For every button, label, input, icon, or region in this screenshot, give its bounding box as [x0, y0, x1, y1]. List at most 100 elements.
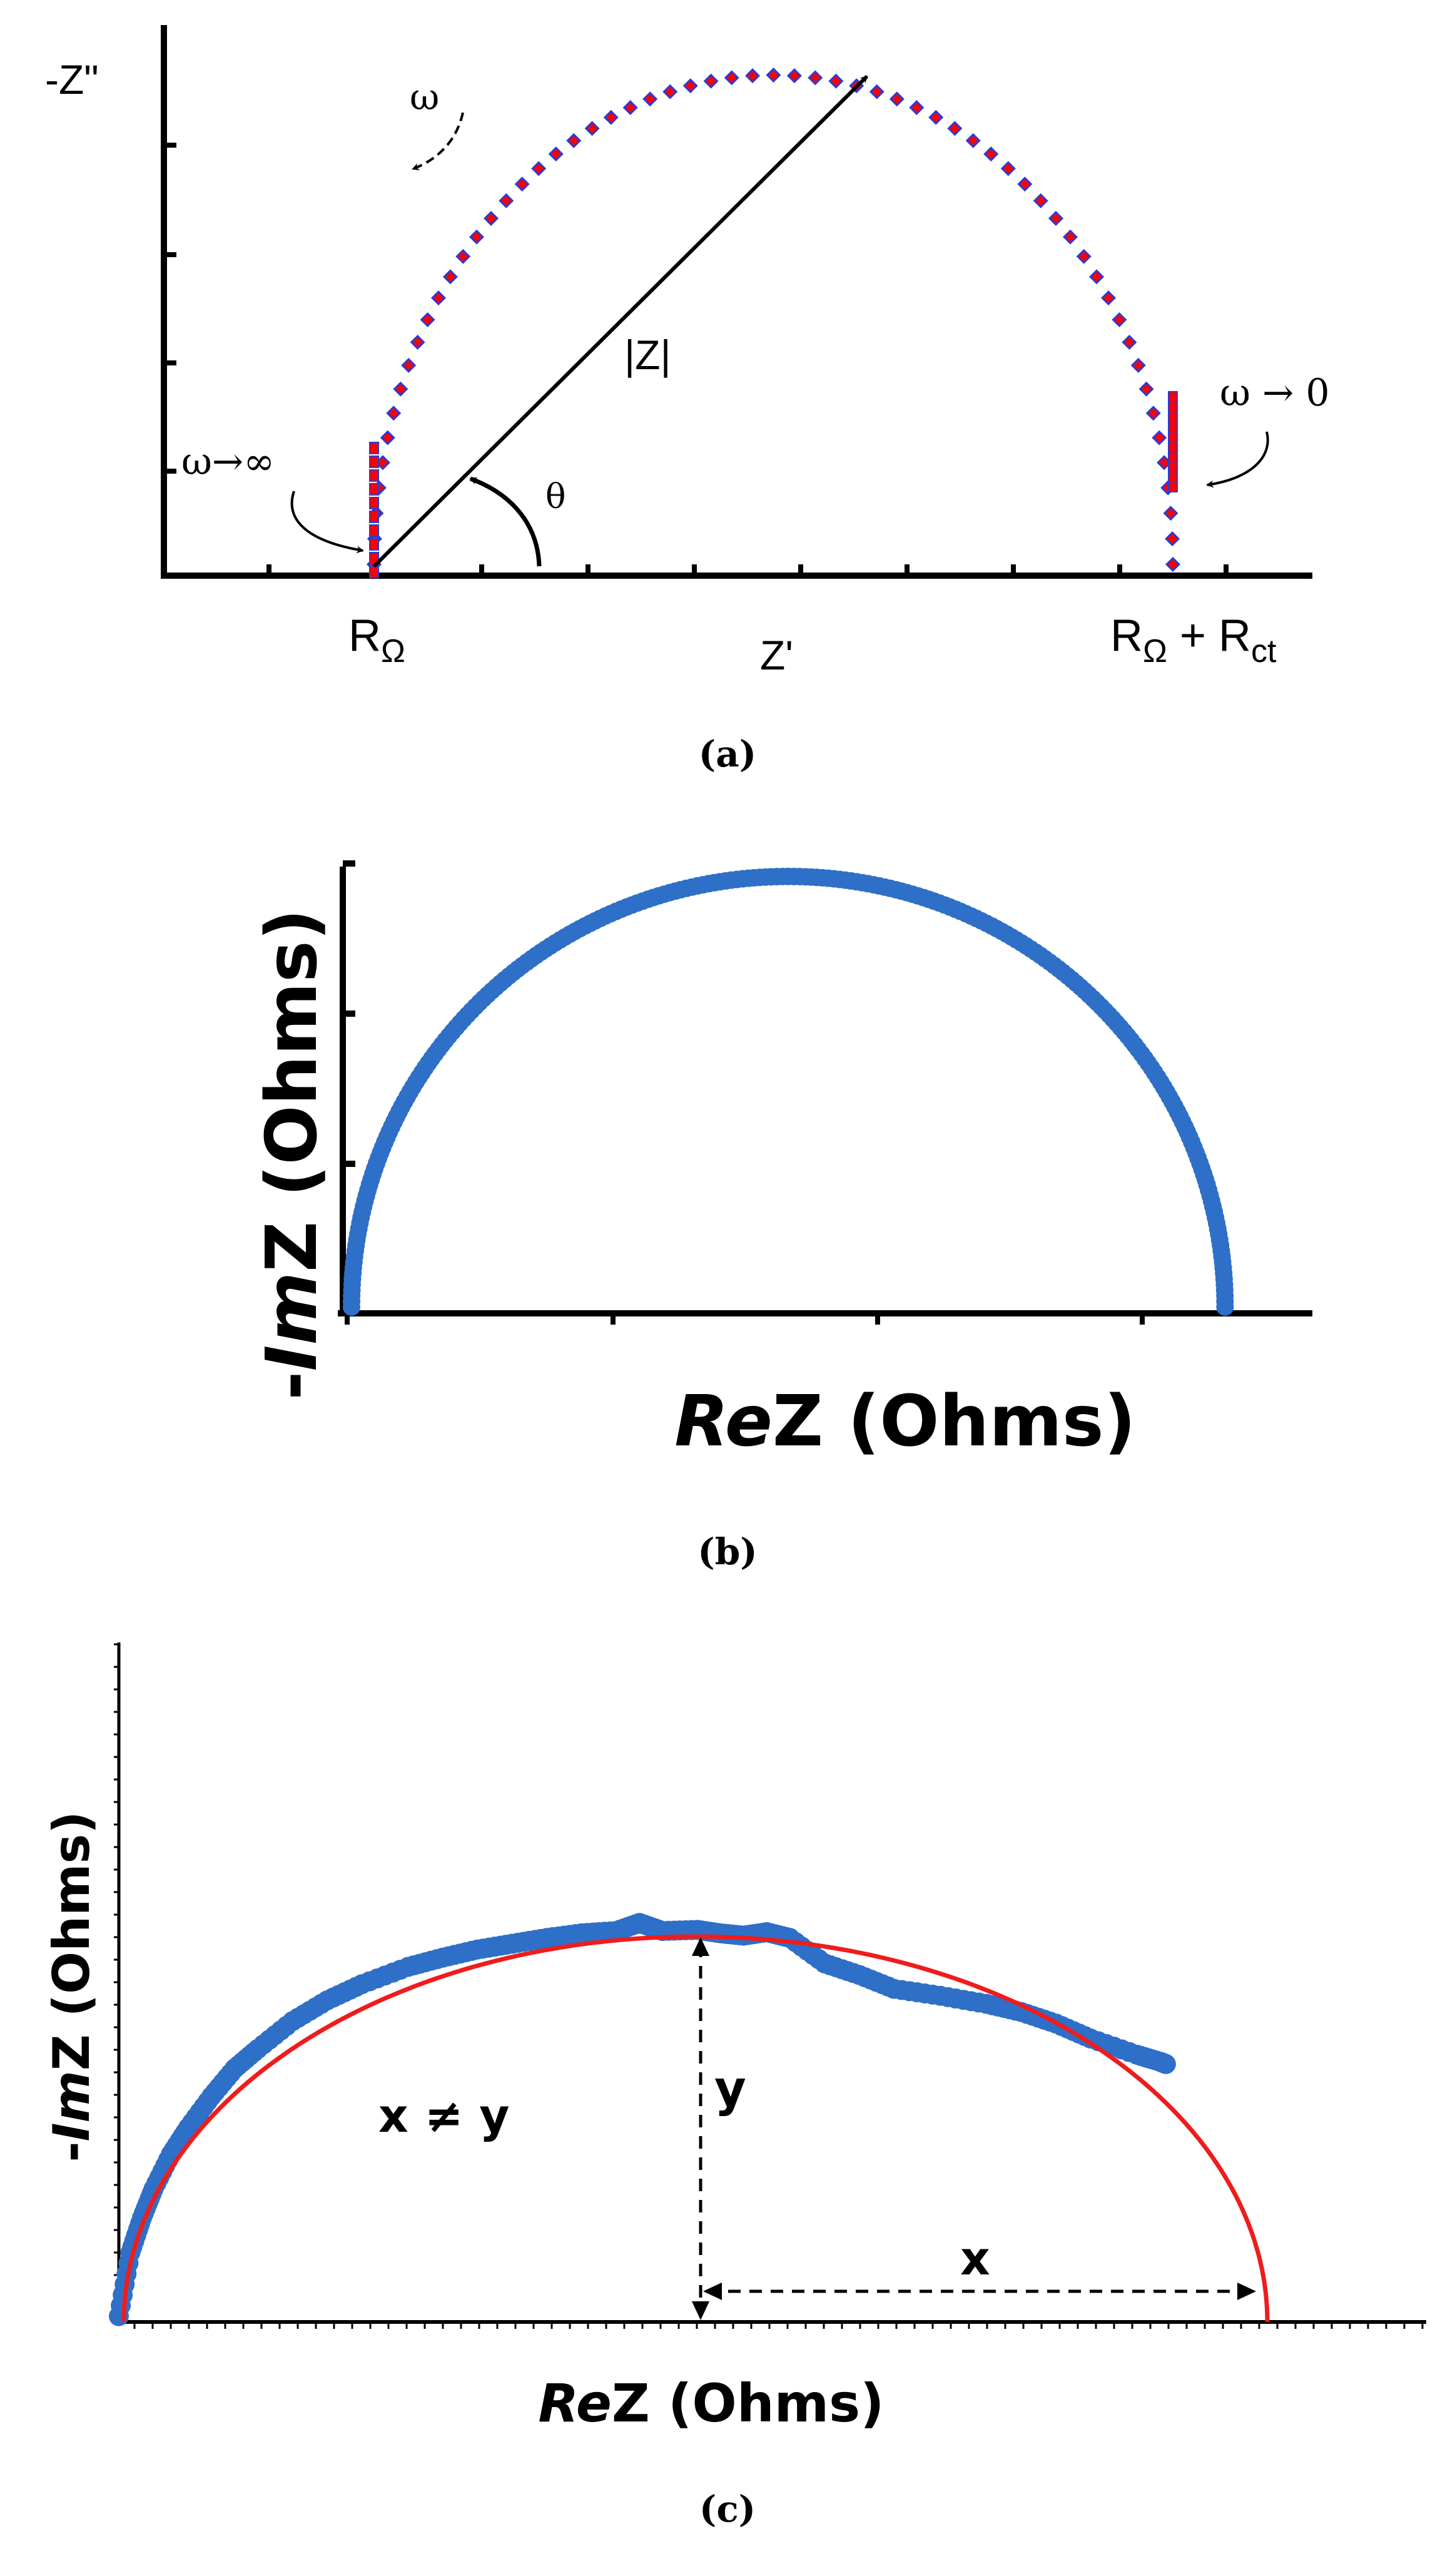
panel-a-point	[828, 73, 844, 89]
panel-a-point	[410, 334, 425, 350]
panel-a-point	[420, 312, 435, 328]
panel-a-point	[1163, 506, 1179, 521]
panel-a-point	[662, 84, 678, 99]
panel-a-point	[928, 109, 944, 125]
panel-b-x-label: ReZ (Ohms)	[674, 1381, 1136, 1462]
panel-a-point	[1168, 411, 1178, 422]
panel-a-point	[703, 73, 719, 89]
panel-a-y-ticks	[164, 143, 176, 474]
panel-a-point	[1076, 248, 1092, 264]
panel-a-point	[430, 290, 447, 306]
panel-a-point	[1089, 269, 1105, 285]
panel-a-point	[1033, 193, 1048, 208]
panel-a-theta-label: θ	[545, 477, 566, 516]
panel-a-point	[566, 133, 582, 148]
panel-a-point	[369, 524, 379, 537]
panel-a-r-omega-label: RΩ	[348, 611, 405, 669]
panel-a-omega-infinity-label: ω→∞	[181, 440, 275, 484]
panel-a-point	[401, 357, 417, 373]
panel-a-point	[983, 146, 999, 162]
panel-a-point	[386, 405, 402, 421]
panel-a-point	[1168, 481, 1178, 492]
panel-a-point	[1157, 455, 1172, 471]
panel-a-caption: (a)	[699, 733, 756, 775]
panel-a-theta-arc	[469, 476, 542, 567]
panel-a-point	[1168, 391, 1178, 402]
panel-a-point	[531, 161, 547, 176]
panel-a-point	[1100, 290, 1117, 306]
panel-a-point	[442, 269, 458, 285]
panel-a-y-label: -Z"	[45, 56, 99, 103]
panel-a-point	[1000, 161, 1016, 176]
panel-a-point	[380, 430, 395, 445]
panel-a-point	[642, 91, 658, 107]
panel-c-caption: (c)	[699, 2488, 756, 2530]
panel-a-point	[947, 121, 963, 136]
panel-a-nyquist-schematic: -Z" Z' RΩ RΩ + Rct |Z| θ ω ω→∞ ω → 0 (a)	[45, 25, 1330, 775]
panel-a-point	[369, 456, 379, 468]
panel-a-point	[786, 68, 802, 84]
panel-a-modulus-label: |Z|	[624, 332, 671, 378]
panel-c-inequality-label: x ≠ y	[378, 2089, 510, 2143]
panel-a-r-omega-plus-rct-label: RΩ + Rct	[1110, 611, 1277, 669]
panel-a-point	[1168, 431, 1178, 442]
panel-c-x-label: ReZ (Ohms)	[538, 2373, 884, 2434]
panel-c-x-dimension-arrowhead-left	[703, 2283, 722, 2300]
panel-c-point	[1155, 2054, 1176, 2074]
panel-a-point	[514, 176, 530, 192]
panel-c-y-label: -ImZ (Ohms)	[43, 1811, 101, 2162]
panel-a-point	[1122, 334, 1137, 350]
panel-a-point	[766, 67, 781, 83]
panel-a-point	[909, 99, 925, 115]
panel-a-point	[1165, 531, 1180, 547]
panel-c-x-dimension-arrowhead-right	[1237, 2283, 1256, 2300]
panel-b-caption: (b)	[697, 1530, 757, 1573]
panel-a-point	[375, 455, 390, 471]
panel-a-omega-zero-label: ω → 0	[1220, 371, 1330, 415]
panel-b-point	[1216, 1298, 1234, 1316]
panel-a-point	[369, 469, 379, 482]
panel-a-point	[369, 442, 379, 454]
panel-a-omega-direction-arrow	[412, 112, 464, 171]
panel-a-point	[548, 146, 564, 162]
panel-a-omega-zero-arrow	[1206, 431, 1269, 488]
panel-a-point	[584, 121, 600, 136]
panel-b-y-label: -ImZ (Ohms)	[251, 909, 333, 1400]
panel-a-point	[1152, 430, 1167, 445]
panel-b-impedance-points	[342, 867, 1234, 1316]
panel-a-point	[469, 229, 485, 245]
panel-a-point	[965, 133, 981, 148]
panel-a-point	[455, 248, 471, 264]
panel-a-point	[1130, 357, 1146, 373]
panel-a-point	[622, 99, 638, 115]
panel-a-x-label: Z'	[760, 632, 793, 678]
panel-a-impedance-points	[366, 67, 1181, 578]
panel-a-point	[369, 497, 379, 509]
panel-a-point	[1165, 556, 1181, 573]
panel-b-ticks	[343, 860, 1145, 1325]
panel-a-point	[603, 109, 619, 125]
panel-a-point	[1062, 229, 1078, 245]
panel-c-nyquist-fit: y x x ≠ y ReZ (Ohms) -ImZ (Ohms) (c)	[43, 1642, 1426, 2530]
panel-a-omega-label: ω	[410, 76, 439, 118]
panel-a-point	[1017, 176, 1033, 192]
panel-a-point	[1138, 381, 1154, 397]
panel-c-y-dimension-arrowhead-top	[692, 1937, 709, 1956]
panel-c-x-ticks	[133, 2322, 1424, 2329]
panel-a-point	[724, 70, 739, 86]
panel-a-point	[369, 483, 379, 496]
panel-a-omega-infinity-arrow	[290, 491, 364, 554]
panel-a-point	[1168, 441, 1178, 452]
panel-a-point	[393, 381, 408, 397]
panel-a-point	[1145, 405, 1161, 421]
panel-a-point	[369, 566, 379, 578]
panel-a-point	[808, 70, 823, 86]
panel-c-measured-points	[109, 1913, 1176, 2326]
panel-c-y-dimension-arrowhead-bottom	[692, 2301, 709, 2320]
panel-a-point	[483, 211, 499, 227]
panel-a-point	[1112, 312, 1127, 328]
panel-a-point	[889, 91, 905, 107]
panel-a-point	[1168, 461, 1178, 472]
panel-a-point	[745, 68, 761, 84]
panel-a-point	[1168, 471, 1178, 482]
